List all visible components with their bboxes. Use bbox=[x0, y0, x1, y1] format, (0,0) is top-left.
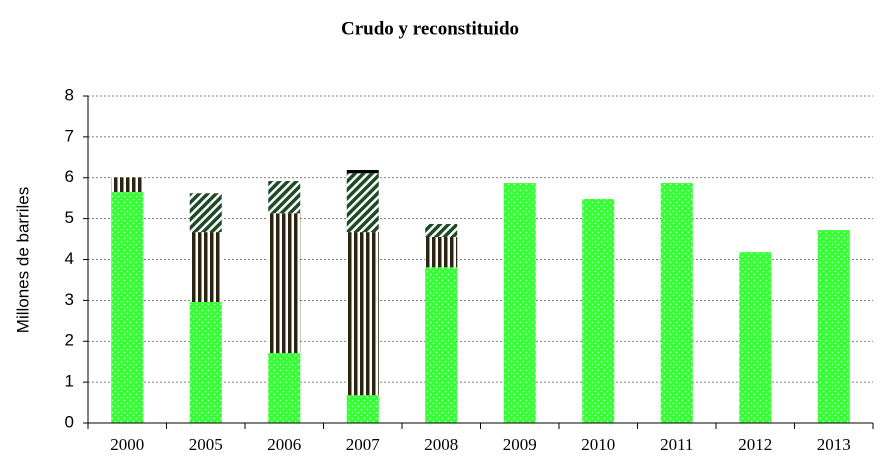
y-tick-label: 8 bbox=[65, 85, 74, 104]
bar-segment bbox=[189, 302, 222, 423]
y-axis-label: Millones de barriles bbox=[13, 187, 32, 333]
bar-segment bbox=[189, 193, 222, 233]
x-tick-label: 2008 bbox=[424, 435, 458, 454]
bar-segment bbox=[346, 169, 379, 174]
bar-segment bbox=[582, 199, 615, 423]
y-tick-label: 5 bbox=[65, 208, 74, 227]
y-tick-label: 4 bbox=[65, 249, 74, 268]
x-tick-label: 2005 bbox=[189, 435, 223, 454]
y-tick-label: 6 bbox=[65, 167, 74, 186]
x-tick-label: 2013 bbox=[817, 435, 851, 454]
bar-segment bbox=[425, 267, 458, 423]
bar-segment bbox=[739, 252, 772, 423]
y-tick-label: 0 bbox=[65, 412, 74, 431]
bar-segment bbox=[111, 192, 144, 423]
bar-segment bbox=[111, 177, 144, 193]
x-tick-label: 2009 bbox=[503, 435, 537, 454]
bar-segment bbox=[817, 230, 850, 423]
x-tick-label: 2006 bbox=[267, 435, 301, 454]
bar-segment bbox=[346, 173, 379, 233]
x-tick-label: 2010 bbox=[581, 435, 615, 454]
y-tick-label: 1 bbox=[65, 372, 74, 391]
bar-segment bbox=[346, 232, 379, 396]
x-tick-label: 2011 bbox=[660, 435, 693, 454]
chart-title: Crudo y reconstituido bbox=[341, 18, 519, 39]
bar-segment bbox=[346, 395, 379, 423]
x-tick-label: 2012 bbox=[738, 435, 772, 454]
bar-segment bbox=[503, 183, 536, 423]
x-tick-label: 2007 bbox=[346, 435, 381, 454]
y-tick-label: 7 bbox=[65, 126, 74, 145]
bar-segment bbox=[189, 232, 222, 303]
bar-segment bbox=[268, 353, 301, 423]
bar-segment bbox=[425, 237, 458, 268]
y-tick-label: 2 bbox=[65, 331, 74, 350]
bar-segment bbox=[268, 213, 301, 354]
bar-segment bbox=[660, 183, 693, 423]
y-tick-label: 3 bbox=[65, 290, 74, 309]
x-tick-label: 2000 bbox=[110, 435, 144, 454]
bar-segment bbox=[268, 181, 301, 214]
bar-segment bbox=[425, 223, 458, 238]
